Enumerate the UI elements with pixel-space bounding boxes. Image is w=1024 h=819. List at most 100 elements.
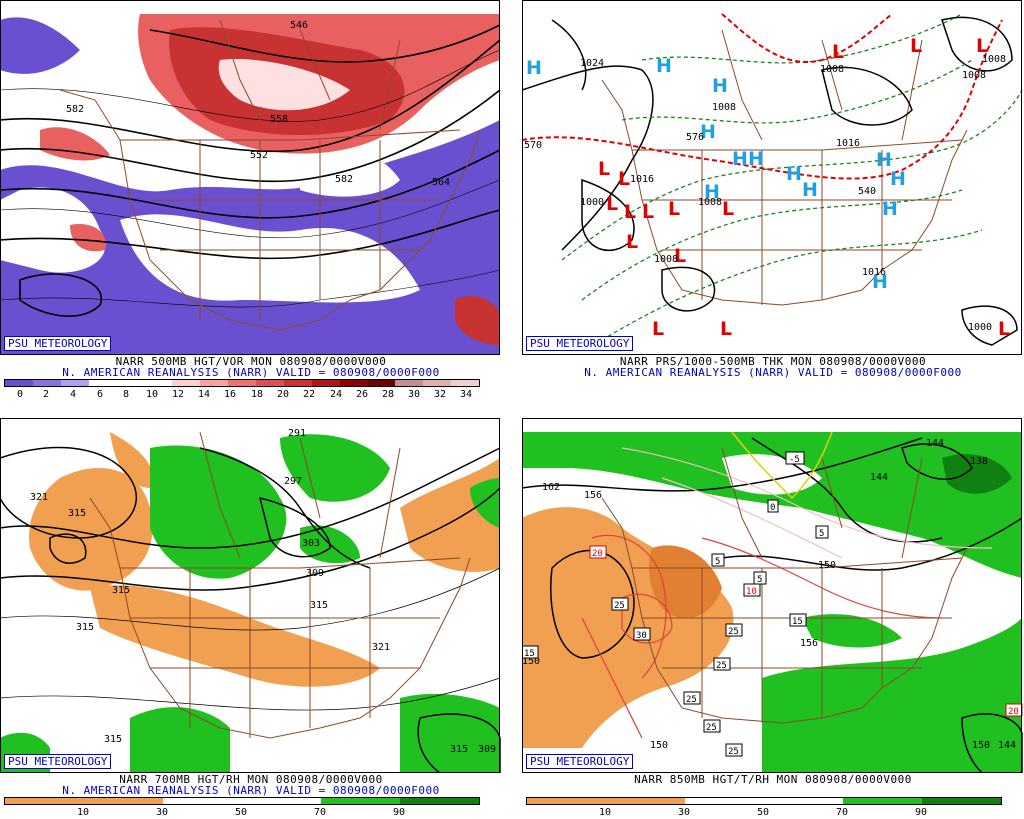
colorbar-tick: 30 — [155, 807, 169, 818]
contour-label: 552 — [250, 150, 268, 161]
temperature-label: 15 — [524, 649, 535, 659]
low-pressure-marker: L — [720, 318, 732, 340]
low-pressure-marker: L — [642, 201, 654, 223]
contour-label: 315 — [68, 508, 86, 519]
map-subtitle: N. AMERICAN REANALYSIS (NARR) VALID = 08… — [62, 784, 440, 797]
temperature-label: 5 — [819, 529, 824, 539]
map-850mb-t-rh: 162 156 144 138 144 150 156 150 150 150 … — [522, 431, 1023, 773]
low-pressure-marker: L — [618, 168, 630, 190]
contour-label: 1008 — [962, 70, 986, 81]
colorbar-tick: 4 — [69, 389, 77, 400]
map-500mb-vorticity: 546 582 558 582 564 552 — [0, 14, 501, 355]
high-pressure-marker: H — [656, 55, 672, 77]
contour-label: 1000 — [580, 197, 604, 208]
panel-pressure-thickness: H H H H H H H H H H H H H L L L L L L L … — [522, 0, 1024, 400]
colorbar-tick: 22 — [302, 389, 316, 400]
temperature-label: 0 — [770, 503, 775, 513]
colorbar-tick: 12 — [171, 389, 185, 400]
psu-meteorology-badge: PSU METEOROLOGY — [526, 336, 634, 351]
colorbar-tick: 90 — [392, 807, 406, 818]
colorbar-tick: 10 — [598, 807, 612, 818]
contour-label: 144 — [998, 740, 1016, 751]
high-pressure-marker: H — [700, 121, 716, 143]
contour-label: 315 — [450, 744, 468, 755]
contour-label: 297 — [284, 476, 302, 487]
contour-label: 1016 — [630, 174, 654, 185]
contour-label: 321 — [372, 642, 390, 653]
high-pressure-marker: H — [526, 57, 542, 79]
high-pressure-marker: H — [872, 271, 888, 293]
map-title: NARR 850MB HGT/T/RH MON 080908/0000V000 — [634, 773, 912, 786]
map-subtitle: N. AMERICAN REANALYSIS (NARR) VALID = 08… — [62, 366, 440, 379]
contour-label: 150 — [650, 740, 668, 751]
colorbar-tick: 6 — [96, 389, 104, 400]
contour-label: 156 — [800, 638, 818, 649]
low-pressure-marker: L — [624, 201, 636, 223]
contour-label: 1008 — [654, 254, 678, 265]
contour-label: 150 — [972, 740, 990, 751]
colorbar-tick: 18 — [250, 389, 264, 400]
colorbar-tick: 32 — [433, 389, 447, 400]
high-pressure-marker: H — [732, 148, 748, 170]
temperature-label: 25 — [706, 723, 717, 733]
map-title: NARR PRS/1000-500MB THK MON 080908/0000V… — [619, 355, 927, 368]
psu-meteorology-badge: PSU METEOROLOGY — [4, 754, 112, 769]
high-pressure-marker: H — [890, 168, 906, 190]
high-pressure-marker: H — [704, 181, 720, 203]
colorbar-tick: 70 — [313, 807, 327, 818]
contour-label: 303 — [302, 538, 320, 549]
temperature-label: 20 — [1008, 707, 1019, 717]
contour-label: 1016 — [862, 267, 886, 278]
contour-label: 1000 — [968, 322, 992, 333]
colorbar-ticks: 10 30 50 70 90 — [4, 807, 480, 819]
contour-label: 321 — [30, 492, 48, 503]
colorbar-ticks: 0 2 4 6 8 10 12 14 16 18 20 22 24 26 28 … — [4, 389, 480, 401]
contour-label: 150 — [522, 656, 540, 667]
low-pressure-marker: L — [832, 41, 844, 63]
vorticity-colorbar — [4, 379, 480, 387]
contour-label: 144 — [926, 438, 944, 449]
contour-label: 144 — [870, 472, 888, 483]
low-pressure-marker: L — [674, 245, 686, 267]
map-title: NARR 500MB HGT/VOR MON 080908/0000V000 — [115, 355, 387, 368]
colorbar-tick: 90 — [914, 807, 928, 818]
colorbar-tick: 0 — [16, 389, 24, 400]
contour-label: 1008 — [698, 197, 722, 208]
temperature-label: 10 — [746, 587, 757, 597]
contour-label: 156 — [584, 490, 602, 501]
map-title: NARR 700MB HGT/RH MON 080908/0000V000 — [119, 773, 383, 786]
contour-label: 1016 — [836, 138, 860, 149]
moist-area — [150, 445, 287, 579]
temperature-label: 5 — [757, 575, 762, 585]
colorbar-tick: 10 — [76, 807, 90, 818]
low-pressure-marker: L — [606, 193, 618, 215]
map-subtitle: N. AMERICAN REANALYSIS (NARR) VALID = 08… — [584, 366, 962, 379]
psu-meteorology-badge: PSU METEOROLOGY — [4, 336, 112, 351]
contour-label: 315 — [76, 622, 94, 633]
contour-label: 138 — [970, 456, 988, 467]
colorbar-tick: 24 — [329, 389, 343, 400]
contour-label: 558 — [270, 114, 288, 125]
colorbar-ticks: 10 30 50 70 90 — [526, 807, 1002, 819]
contour-label: 576 — [686, 132, 704, 143]
high-pressure-marker: H — [712, 75, 728, 97]
temperature-label: 25 — [686, 695, 697, 705]
contour-label: 309 — [478, 744, 496, 755]
low-pressure-marker: L — [998, 318, 1010, 340]
temperature-label: -5 — [789, 455, 800, 465]
colorbar-tick: 20 — [276, 389, 290, 400]
high-pressure-marker: H — [802, 179, 818, 201]
contour-label: 309 — [306, 568, 324, 579]
contour-label: 564 — [432, 177, 450, 188]
low-pressure-marker: L — [668, 198, 680, 220]
colorbar-tick: 28 — [381, 389, 395, 400]
contour-label: 1008 — [712, 102, 736, 113]
low-pressure-marker: L — [598, 158, 610, 180]
high-pressure-marker: H — [748, 148, 764, 170]
psu-meteorology-badge: PSU METEOROLOGY — [526, 754, 634, 769]
temperature-label: 25 — [728, 747, 739, 757]
colorbar-tick: 10 — [145, 389, 159, 400]
low-pressure-marker: L — [652, 318, 664, 340]
rh-colorbar — [526, 797, 1002, 805]
contour-label: 582 — [335, 174, 353, 185]
